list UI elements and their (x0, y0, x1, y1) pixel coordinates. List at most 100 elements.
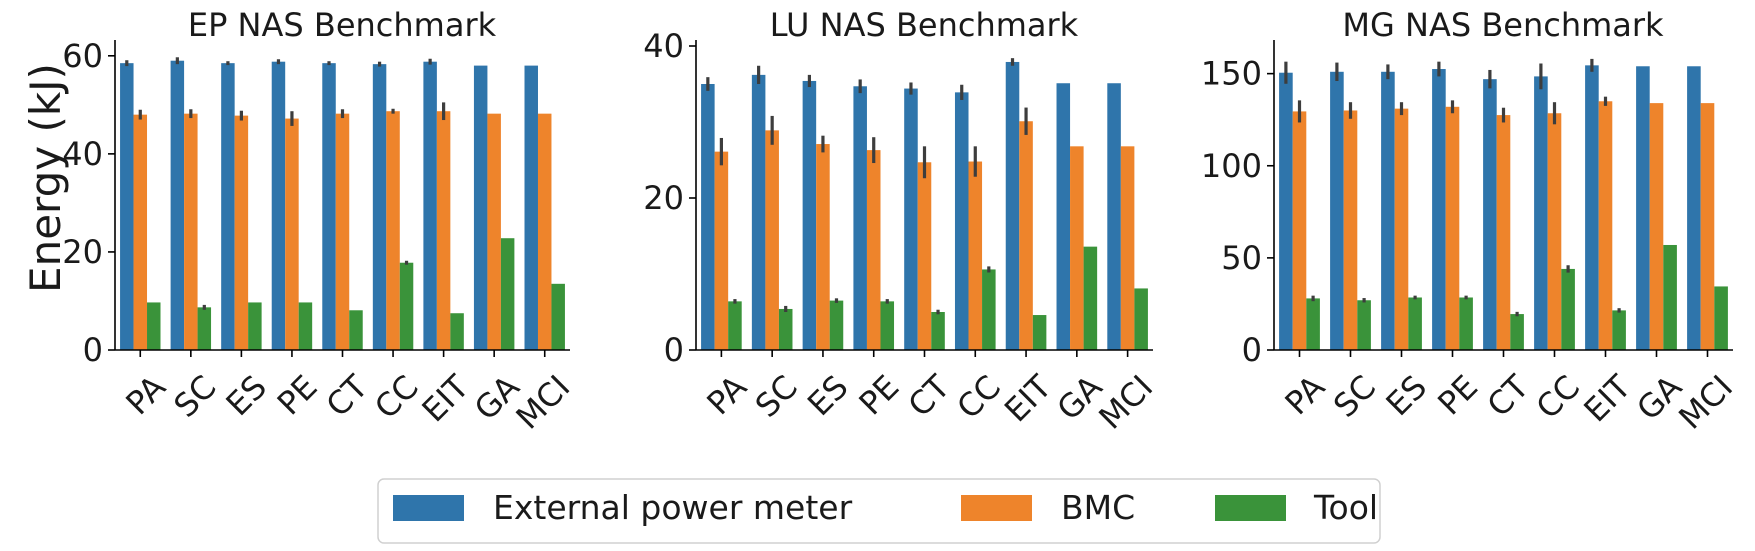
bar-ep-sc-s2 (197, 307, 212, 350)
bar-ep-pe-s1 (285, 118, 299, 350)
bar-ep-sc-s1 (184, 113, 198, 350)
bar-mg-pe-s0 (1432, 69, 1446, 350)
bar-lu-cc-s0 (954, 92, 969, 351)
x-tick-label: PE (1430, 368, 1485, 423)
bar-lu-eit-s2 (1032, 315, 1047, 350)
bar-lu-pa-s0 (701, 84, 715, 350)
chart-panel-mg: MG NAS Benchmark 0 50 100 150 PASCESPECTCCEIT… (1201, 6, 1740, 437)
bar-mg-mci-s1 (1700, 103, 1715, 351)
x-tick-label: SC (748, 368, 805, 425)
bar-lu-ga-s1 (1070, 146, 1084, 350)
bar-mg-pa-s1 (1292, 111, 1307, 350)
legend-swatch-bmc (961, 495, 1032, 521)
bar-ep-ct-s2 (349, 310, 363, 350)
bar-ep-mci-s0 (524, 65, 538, 351)
bar-ep-pe-s0 (271, 61, 286, 350)
bar-lu-ga-s2 (1083, 246, 1098, 350)
bar-lu-ct-s2 (931, 312, 945, 350)
bar-ep-ga-s1 (487, 113, 501, 350)
bar-mg-sc-s1 (1343, 110, 1358, 350)
x-tick-label: SC (166, 368, 223, 425)
bar-ep-pe-s2 (298, 302, 313, 350)
legend-label-external-power-meter: External power meter (493, 488, 853, 527)
bar-mg-ga-s2 (1663, 244, 1677, 350)
chart-panel-lu: LU NAS Benchmark02040PASCESPECTCCEITGAMC… (643, 6, 1160, 437)
bar-lu-pe-s0 (853, 86, 867, 350)
x-tick-label: PA (118, 368, 173, 423)
bar-lu-cc-s1 (968, 161, 983, 350)
x-tick-label: EIT (1576, 367, 1638, 429)
x-tick-label: CT (319, 367, 376, 424)
x-tick-label: MCI (1091, 368, 1160, 437)
x-tick-label: CT (901, 367, 958, 424)
legend-label-bmc: BMC (1061, 488, 1135, 527)
x-tick-label: CC (1529, 368, 1587, 426)
legend-frame (377, 478, 1381, 544)
bar-mg-ct-s1 (1496, 115, 1511, 350)
bar-lu-ga-s0 (1056, 83, 1071, 351)
bar-lu-sc-s0 (751, 74, 766, 350)
bar-lu-es-s1 (816, 144, 830, 350)
bar-lu-eit-s0 (1005, 61, 1020, 351)
x-tick-label: CT (1480, 367, 1537, 424)
bar-lu-eit-s1 (1019, 121, 1033, 351)
bar-lu-es-s0 (802, 80, 817, 351)
bar-ep-ct-s0 (322, 63, 336, 350)
bar-ep-sc-s0 (170, 60, 185, 351)
chart-title-lu: LU NAS Benchmark (770, 6, 1079, 44)
x-tick-label: PE (852, 368, 907, 423)
bar-ep-mci-s1 (537, 113, 552, 350)
bar-lu-sc-s1 (765, 130, 779, 350)
bar-mg-es-s2 (1408, 297, 1422, 350)
x-tick-label: ES (800, 368, 856, 424)
bar-mg-pe-s2 (1459, 297, 1473, 350)
x-tick-label: EIT (997, 367, 1059, 429)
bar-mg-ga-s1 (1649, 103, 1664, 351)
bar-ep-es-s2 (248, 302, 262, 350)
bar-mg-eit-s1 (1598, 101, 1613, 351)
bar-mg-cc-s0 (1534, 76, 1548, 351)
bar-mg-mci-s0 (1687, 66, 1701, 351)
bar-lu-es-s2 (829, 300, 844, 350)
legend-label-tool: Tool (1313, 488, 1378, 527)
bar-lu-mci-s0 (1107, 83, 1121, 351)
y-tick-label: 60 (62, 37, 103, 75)
y-tick-label: 0 (83, 331, 103, 369)
y-tick-label: 50 (1221, 239, 1262, 277)
bar-mg-ct-s2 (1510, 314, 1524, 350)
bar-mg-eit-s0 (1585, 65, 1599, 350)
bar-mg-sc-s0 (1330, 71, 1344, 350)
bar-lu-pa-s2 (728, 301, 742, 350)
x-tick-label: PA (1278, 368, 1333, 423)
bar-ep-es-s1 (234, 115, 249, 350)
bar-mg-ct-s0 (1483, 79, 1497, 350)
bar-lu-ct-s1 (917, 162, 932, 350)
y-tick-label: 40 (62, 135, 103, 173)
bar-mg-cc-s2 (1561, 268, 1575, 350)
bar-mg-es-s1 (1394, 108, 1409, 350)
bar-ep-eit-s0 (423, 61, 437, 350)
bar-mg-es-s0 (1381, 71, 1395, 350)
bar-lu-mci-s1 (1120, 146, 1135, 350)
bar-mg-pa-s2 (1306, 298, 1320, 350)
bar-ep-pa-s1 (133, 114, 148, 351)
bar-ep-eit-s2 (450, 313, 464, 350)
bar-ep-pa-s0 (120, 63, 134, 350)
bar-ep-es-s0 (221, 63, 235, 350)
bar-ep-ga-s2 (500, 238, 515, 350)
y-tick-label: 0 (1242, 331, 1262, 369)
bar-mg-cc-s1 (1547, 113, 1562, 350)
bar-ep-ga-s0 (473, 65, 488, 351)
x-tick-label: ES (1379, 368, 1435, 424)
legend-swatch-tool (1215, 495, 1286, 521)
y-tick-label: 20 (643, 179, 684, 217)
y-axis-label: Energy (kJ) (21, 63, 70, 293)
bar-ep-mci-s2 (551, 283, 565, 350)
bar-ep-cc-s1 (386, 111, 400, 351)
bar-lu-ct-s0 (904, 88, 918, 350)
bar-ep-eit-s1 (436, 111, 451, 351)
x-tick-label: ES (218, 368, 274, 424)
bar-lu-pe-s2 (880, 301, 895, 350)
bar-mg-eit-s2 (1612, 310, 1626, 350)
y-tick-label: 20 (62, 233, 103, 271)
